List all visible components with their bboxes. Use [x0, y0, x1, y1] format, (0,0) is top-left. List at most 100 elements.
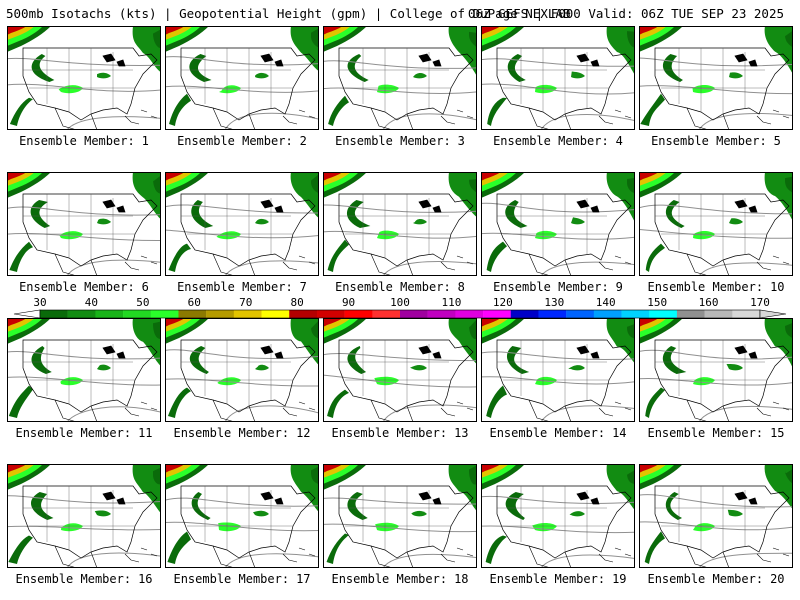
ensemble-panel-8: Ensemble Member: 8	[323, 172, 477, 296]
member-label-prefix: Ensemble Member:	[651, 134, 767, 148]
western-trough-band	[505, 492, 525, 520]
central-blob	[375, 522, 399, 532]
ensemble-panel-15: Ensemble Member: 15	[639, 318, 793, 442]
us-borders	[22, 339, 158, 422]
western-trough-band	[665, 492, 683, 520]
height-contours	[323, 353, 477, 422]
member-number: 20	[770, 572, 785, 586]
member-label-prefix: Ensemble Member:	[173, 426, 290, 440]
colorbar-swatch	[704, 310, 733, 318]
western-trough-band	[31, 54, 55, 82]
offshore-band	[645, 243, 665, 272]
western-trough-band	[191, 200, 214, 228]
offshore-band	[9, 241, 34, 272]
jet-core	[639, 464, 683, 490]
member-number: 3	[457, 134, 465, 148]
us-borders	[180, 47, 316, 130]
colorbar-graphic	[13, 309, 787, 319]
member-label: Ensemble Member: 5	[639, 134, 793, 148]
isotach-map	[165, 26, 319, 130]
colorbar-swatch	[206, 310, 235, 318]
isotach-map	[165, 172, 319, 276]
offshore-band	[167, 531, 191, 564]
isotach-map	[165, 464, 319, 568]
us-borders	[22, 193, 158, 276]
member-label-prefix: Ensemble Member:	[19, 134, 135, 148]
jet-core	[639, 172, 683, 198]
member-label: Ensemble Member: 10	[639, 280, 793, 294]
colorbar-swatch	[123, 310, 151, 318]
colorbar-right-arrow	[759, 309, 787, 319]
height-contours	[323, 497, 477, 568]
member-label: Ensemble Member: 11	[7, 426, 161, 440]
ensemble-panel-10: Ensemble Member: 10	[639, 172, 793, 296]
offshore-band	[327, 389, 349, 418]
colorbar-swatch	[261, 310, 290, 318]
jet-core	[323, 172, 367, 198]
member-label-prefix: Ensemble Member:	[19, 280, 135, 294]
jet-core	[323, 464, 367, 490]
member-label: Ensemble Member: 1	[7, 134, 161, 148]
member-label-prefix: Ensemble Member:	[335, 280, 451, 294]
colorbar-swatch	[538, 310, 567, 318]
height-contours	[323, 204, 477, 276]
western-trough-band	[662, 346, 687, 374]
member-label-prefix: Ensemble Member:	[331, 572, 448, 586]
height-contours	[165, 56, 319, 130]
us-borders	[496, 339, 632, 422]
offshore-band	[645, 387, 665, 418]
height-contours	[165, 204, 319, 276]
isotach-map	[639, 172, 793, 276]
member-number: 13	[454, 426, 469, 440]
offshore-band	[327, 239, 349, 272]
member-label-prefix: Ensemble Member:	[15, 426, 132, 440]
member-label-prefix: Ensemble Member:	[489, 572, 606, 586]
colorbar-swatch	[344, 310, 373, 318]
member-number: 15	[770, 426, 785, 440]
jet-core	[165, 318, 209, 344]
jet-core	[481, 172, 525, 198]
member-number: 7	[299, 280, 307, 294]
member-label-prefix: Ensemble Member:	[177, 134, 293, 148]
height-contours	[481, 495, 635, 568]
member-number: 17	[296, 572, 311, 586]
member-number: 12	[296, 426, 311, 440]
colorbar-tick-label: 140	[595, 296, 616, 309]
ensemble-panel-7: Ensemble Member: 7	[165, 172, 319, 296]
ensemble-panel-18: Ensemble Member: 18	[323, 464, 477, 588]
height-contours	[639, 349, 793, 422]
offshore-band	[169, 93, 191, 126]
colorbar-swatch	[621, 310, 650, 318]
ensemble-panel-12: Ensemble Member: 12	[165, 318, 319, 442]
colorbar-tick-label: 70	[239, 296, 253, 309]
member-number: 2	[299, 134, 307, 148]
us-borders	[180, 339, 316, 422]
jet-core	[7, 172, 51, 198]
member-label-prefix: Ensemble Member:	[335, 134, 451, 148]
offshore-band	[8, 385, 33, 418]
member-label-prefix: Ensemble Member:	[647, 280, 764, 294]
colorbar-swatch	[150, 310, 179, 318]
offshore-band	[485, 535, 507, 564]
jet-core	[323, 318, 367, 344]
northeast-winds	[764, 464, 793, 510]
isotach-map	[639, 318, 793, 422]
ensemble-panel-16: Ensemble Member: 16	[7, 464, 161, 588]
colorbar-tick-label: 30	[33, 296, 47, 309]
jet-core	[7, 464, 51, 490]
colorbar-tick-label: 80	[290, 296, 304, 309]
height-contours	[7, 351, 161, 422]
member-label: Ensemble Member: 3	[323, 134, 477, 148]
member-label: Ensemble Member: 12	[165, 426, 319, 440]
us-borders	[338, 485, 474, 568]
offshore-band	[8, 535, 33, 564]
central-blob	[218, 522, 241, 532]
offshore-band	[640, 93, 665, 126]
colorbar-swatch	[649, 310, 678, 318]
jet-core	[165, 172, 209, 198]
jet-core	[481, 318, 525, 344]
member-label: Ensemble Member: 20	[639, 572, 793, 586]
western-trough-band	[347, 54, 369, 82]
colorbar-swatch	[95, 310, 124, 318]
colorbar-swatch	[400, 310, 428, 318]
